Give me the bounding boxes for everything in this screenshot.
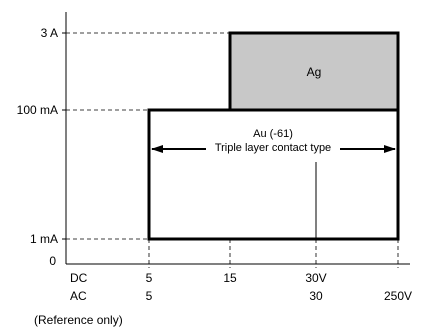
region-au-label: Au (-61)	[253, 128, 293, 140]
x-tick-label-ac-2: 250V	[384, 289, 412, 303]
region-au-description: Triple layer contact type	[215, 142, 331, 154]
y-tick-label-3: 0	[49, 254, 56, 268]
y-tick-label-2: 1 mA	[30, 232, 58, 246]
y-tick-label-0: 3 A	[41, 26, 58, 40]
x-tick-label-dc-1: 15	[223, 271, 237, 285]
x-tick-label-ac-1: 30	[309, 289, 323, 303]
region-au	[147, 108, 400, 241]
region-ag	[228, 31, 400, 112]
x-tick-label-ac-0: 5	[146, 289, 153, 303]
x-tick-label-dc-2: 30V	[305, 271, 326, 285]
reference-note: (Reference only)	[34, 313, 123, 327]
x-tick-label-dc-0: 5	[146, 271, 153, 285]
y-tick-label-1: 100 mA	[17, 103, 58, 117]
x-row-label-ac: AC	[70, 289, 87, 303]
region-ag-label: Ag	[307, 65, 322, 79]
x-row-label-dc: DC	[70, 271, 88, 285]
